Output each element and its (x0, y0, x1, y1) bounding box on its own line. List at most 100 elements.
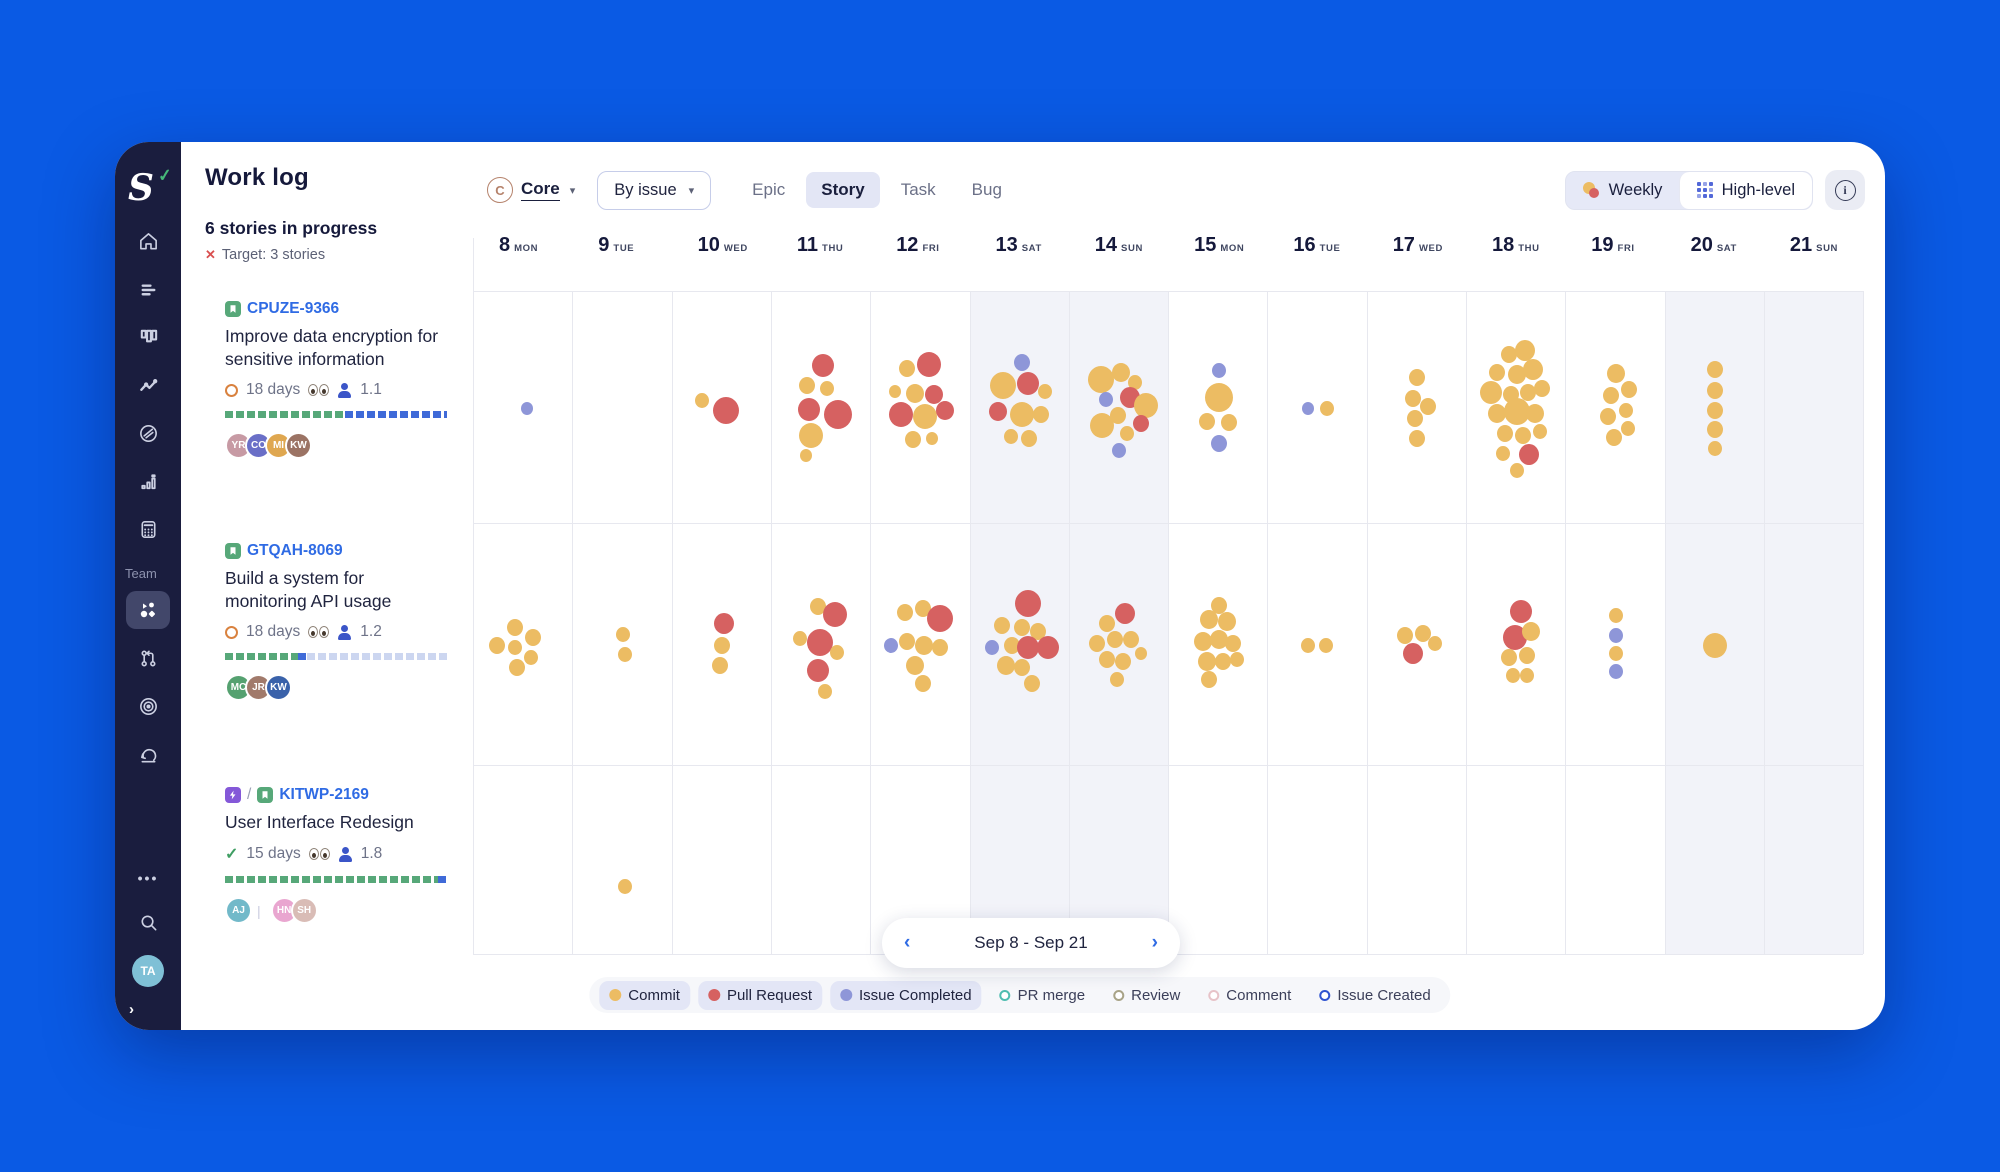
legend-issue-completed[interactable]: Issue Completed (830, 980, 982, 1010)
activity-dot[interactable] (1620, 421, 1635, 436)
activity-dot[interactable] (1030, 623, 1047, 640)
activity-dot[interactable] (990, 372, 1017, 399)
activity-dot[interactable] (994, 617, 1011, 634)
activity-dot[interactable] (1220, 414, 1237, 431)
activity-dot[interactable] (1488, 364, 1505, 381)
toggle-weekly[interactable]: Weekly (1565, 171, 1680, 209)
chevron-left-icon[interactable]: ‹ (904, 932, 911, 953)
activity-dot[interactable] (1409, 369, 1426, 386)
chevron-right-icon[interactable]: › (1151, 932, 1158, 953)
activity-dot[interactable] (1707, 361, 1724, 378)
activity-dot[interactable] (1301, 638, 1316, 653)
toggle-high-level[interactable]: High-level (1679, 171, 1812, 209)
activity-dot[interactable] (1525, 404, 1544, 423)
activity-dot[interactable] (523, 650, 538, 665)
activity-dot[interactable] (898, 633, 915, 650)
activity-dot[interactable] (883, 638, 898, 653)
activity-dot[interactable] (714, 637, 731, 654)
activity-dot[interactable] (617, 647, 632, 662)
activity-dot[interactable] (1405, 390, 1422, 407)
issue-key-link[interactable]: KITWP-2169 (279, 786, 369, 803)
activity-dot[interactable] (1608, 628, 1623, 643)
more-icon[interactable]: ••• (137, 870, 159, 886)
tab-bug[interactable]: Bug (971, 180, 1002, 199)
activity-dot[interactable] (1107, 631, 1124, 648)
team-shapes-icon[interactable] (126, 591, 170, 629)
activity-dot[interactable] (914, 675, 931, 692)
activity-dot[interactable] (798, 423, 823, 448)
activity-dot[interactable] (1509, 463, 1524, 478)
story-card[interactable]: / KITWP-2169 User Interface Redesign ✓ 15 da… (225, 786, 447, 924)
activity-dot[interactable] (1229, 652, 1244, 667)
activity-dot[interactable] (1004, 429, 1019, 444)
activity-dot[interactable] (1409, 430, 1426, 447)
activity-dot[interactable] (1135, 647, 1148, 660)
activity-dot[interactable] (898, 360, 915, 377)
activity-dot[interactable] (714, 613, 735, 634)
avatar[interactable]: KW (265, 674, 292, 701)
activity-dot[interactable] (1010, 402, 1035, 427)
activity-dot[interactable] (1605, 429, 1622, 446)
activity-dot[interactable] (904, 431, 921, 448)
flow-icon[interactable] (126, 414, 170, 452)
activity-dot[interactable] (989, 402, 1008, 421)
target-icon[interactable] (126, 687, 170, 725)
activity-dot[interactable] (925, 432, 938, 445)
activity-dot[interactable] (896, 604, 913, 621)
activity-dot[interactable] (1703, 633, 1728, 658)
activity-dot[interactable] (1038, 384, 1053, 399)
activity-dot[interactable] (1403, 643, 1424, 664)
avatar[interactable]: AJ (225, 897, 252, 924)
activity-dot[interactable] (508, 659, 525, 676)
activity-dot[interactable] (905, 384, 924, 403)
activity-dot[interactable] (1514, 340, 1535, 361)
activity-dot[interactable] (1407, 410, 1424, 427)
activity-dot[interactable] (1017, 372, 1040, 395)
activity-dot[interactable] (1209, 630, 1228, 649)
activity-dot[interactable] (792, 631, 807, 646)
legend-pr-merge[interactable]: PR merge (990, 981, 1096, 1010)
activity-dot[interactable] (1112, 443, 1127, 458)
home-icon[interactable] (126, 222, 170, 260)
activity-dot[interactable] (905, 656, 924, 675)
activity-dot[interactable] (1099, 392, 1114, 407)
activity-dot[interactable] (1707, 382, 1724, 399)
team-filter[interactable]: C Core ▾ (487, 177, 575, 203)
activity-dot[interactable] (1110, 407, 1127, 424)
activity-dot[interactable] (1123, 631, 1140, 648)
activity-dot[interactable] (799, 449, 812, 462)
activity-dot[interactable] (1606, 364, 1625, 383)
activity-dot[interactable] (520, 402, 533, 415)
activity-dot[interactable] (888, 385, 901, 398)
search-icon[interactable] (126, 903, 170, 941)
activity-dot[interactable] (1198, 413, 1215, 430)
activity-dot[interactable] (713, 397, 740, 424)
activity-dot[interactable] (1708, 441, 1723, 456)
activity-dot[interactable] (1088, 366, 1115, 393)
activity-dot[interactable] (1210, 435, 1227, 452)
tab-task[interactable]: Task (900, 180, 936, 199)
activity-dot[interactable] (823, 400, 852, 429)
activity-dot[interactable] (1608, 664, 1623, 679)
legend-comment[interactable]: Comment (1198, 981, 1301, 1010)
activity-dot[interactable] (811, 354, 834, 377)
activity-dot[interactable] (1707, 402, 1724, 419)
story-card[interactable]: CPUZE-9366 Improve data encryption for se… (225, 300, 447, 459)
activity-dot[interactable] (1197, 652, 1216, 671)
activity-dot[interactable] (1089, 635, 1106, 652)
activity-dot[interactable] (912, 404, 937, 429)
activity-dot[interactable] (1533, 380, 1550, 397)
activity-dot[interactable] (1014, 659, 1031, 676)
avatar[interactable]: SH (290, 897, 318, 924)
issue-key-link[interactable]: GTQAH-8069 (247, 542, 343, 559)
activity-dot[interactable] (488, 637, 505, 654)
activity-dot[interactable] (1199, 610, 1218, 629)
tab-story[interactable]: Story (806, 172, 880, 208)
activity-dot[interactable] (1115, 603, 1136, 624)
activity-dot[interactable] (524, 629, 541, 646)
activity-dot[interactable] (997, 656, 1016, 675)
activity-dot[interactable] (829, 645, 844, 660)
calculator-icon[interactable] (126, 510, 170, 548)
activity-dot[interactable] (1033, 406, 1050, 423)
activity-dot[interactable] (1014, 354, 1031, 371)
